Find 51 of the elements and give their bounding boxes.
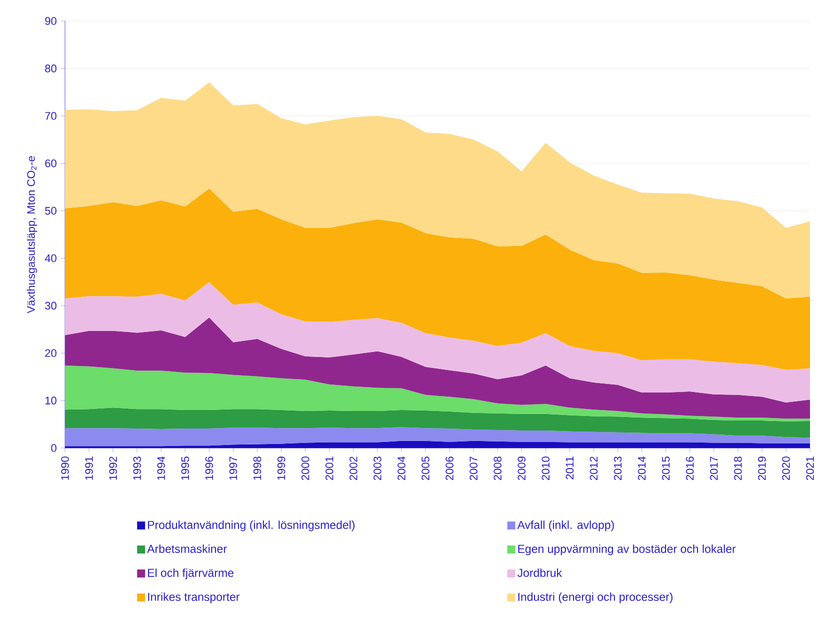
y-tick-label: 40: [44, 254, 56, 262]
x-tick-label: 2003: [374, 456, 382, 480]
legend-label: Arbetsmaskiner: [147, 544, 227, 553]
x-tick-label: 2013: [614, 456, 622, 480]
y-tick-label: 80: [45, 64, 56, 72]
legend-label: Jordbruk: [517, 568, 562, 577]
x-tick-label: 2021: [806, 456, 814, 480]
legend-label: Avfall (inkl. avlopp): [517, 520, 614, 532]
legend-label: Egen uppvärmning av bostäder och lokaler: [518, 544, 736, 556]
x-tick-label: 1991: [85, 456, 93, 480]
y-tick-label: 30: [45, 302, 56, 310]
legend-label: Industri (energi och processer): [518, 592, 672, 604]
x-tick-label: 1990: [61, 456, 69, 480]
x-tick-label: 2020: [782, 456, 790, 480]
x-tick-label: 1998: [253, 456, 262, 480]
y-axis-title: Växthusgasutsläpp, Mton CO$_{2}$-e: [26, 156, 38, 314]
x-tick-label: 2002: [350, 456, 358, 480]
x-tick-label: 2011: [566, 456, 574, 480]
y-tick-label: 90: [45, 17, 56, 25]
legend-label: El och fjärrvärme: [148, 568, 234, 580]
x-tick-label: 2009: [518, 456, 526, 480]
y-tick-label: 10: [45, 396, 56, 404]
y-tick-label: 20: [45, 349, 56, 358]
y-tick-label: 0: [51, 444, 56, 452]
x-tick-label: 2008: [494, 456, 502, 480]
x-tick-label: 2006: [446, 456, 454, 480]
x-tick-label: 2000: [301, 456, 310, 480]
y-tick-label: 50: [45, 206, 56, 215]
x-tick-label: 1999: [277, 456, 286, 480]
x-tick-label: 2016: [686, 456, 694, 480]
x-tick-label: 2019: [758, 456, 766, 480]
x-tick-label: 2007: [470, 456, 478, 480]
legend-label: Produktanvändning (inkl. lösningsmedel): [148, 520, 355, 532]
x-tick-label: 2010: [542, 456, 550, 480]
x-tick-label: 2004: [398, 456, 406, 480]
x-tick-label: 1996: [205, 456, 214, 480]
x-tick-label: 2005: [422, 456, 430, 480]
x-tick-label: 2001: [325, 456, 334, 480]
x-tick-label: 1993: [133, 456, 141, 480]
x-tick-label: 2014: [638, 456, 646, 480]
x-tick-label: 2015: [662, 456, 670, 480]
x-tick-label: 1995: [181, 456, 190, 480]
x-tick-label: 2018: [734, 456, 742, 480]
x-tick-label: 2012: [590, 456, 598, 480]
x-tick-label: 1997: [229, 456, 238, 480]
x-tick-label: 1992: [109, 456, 117, 480]
x-tick-label: 1994: [157, 456, 166, 480]
y-tick-label: 60: [45, 159, 56, 168]
x-tick-label: 2017: [710, 456, 718, 480]
y-tick-label: 70: [45, 112, 56, 120]
legend-label: Inrikes transporter: [148, 592, 240, 604]
